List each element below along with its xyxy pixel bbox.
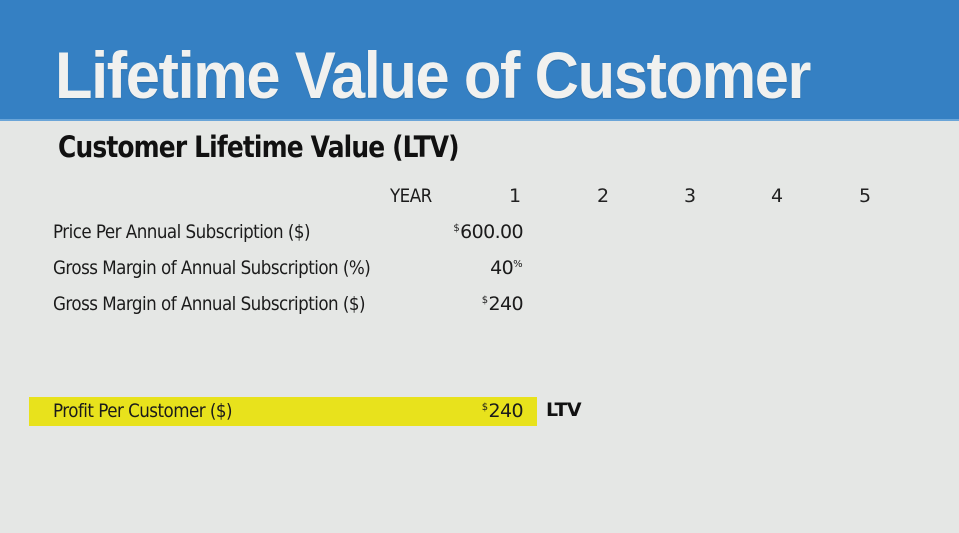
row-label-gross-margin-dollars: Gross Margin of Annual Subscription ($) <box>53 293 366 315</box>
profit-row-highlight <box>29 397 537 426</box>
title-banner: Lifetime Value of Customer <box>0 0 959 121</box>
row-label-profit-per-customer: Profit Per Customer ($) <box>53 400 232 422</box>
row-value-profit-per-customer: $240 <box>481 400 524 422</box>
year-header-label: YEAR <box>390 185 432 207</box>
row-label-gross-margin-pct: Gross Margin of Annual Subscription (%) <box>53 257 371 279</box>
row-value-gross-margin-dollars: $240 <box>481 293 524 315</box>
value-text: 240 <box>488 293 524 315</box>
section-heading: Customer Lifetime Value (LTV) <box>58 130 460 164</box>
slide-title: Lifetime Value of Customer <box>55 38 811 112</box>
currency-symbol: $ <box>453 223 460 234</box>
year-column-2: 2 <box>596 185 610 207</box>
value-text: 240 <box>488 400 524 422</box>
year-column-5: 5 <box>858 185 872 207</box>
value-text: 40 <box>490 257 514 279</box>
year-column-3: 3 <box>683 185 697 207</box>
year-column-1: 1 <box>508 185 522 207</box>
row-label-price: Price Per Annual Subscription ($) <box>53 221 311 243</box>
ltv-tag: LTV <box>546 399 582 421</box>
value-text: 600.00 <box>460 221 523 243</box>
currency-symbol: $ <box>481 402 488 413</box>
row-value-gross-margin-pct: 40% <box>490 259 523 278</box>
year-column-4: 4 <box>770 185 784 207</box>
currency-symbol: $ <box>481 295 488 306</box>
percent-symbol: % <box>513 259 523 270</box>
row-value-price: $600.00 <box>453 223 523 242</box>
